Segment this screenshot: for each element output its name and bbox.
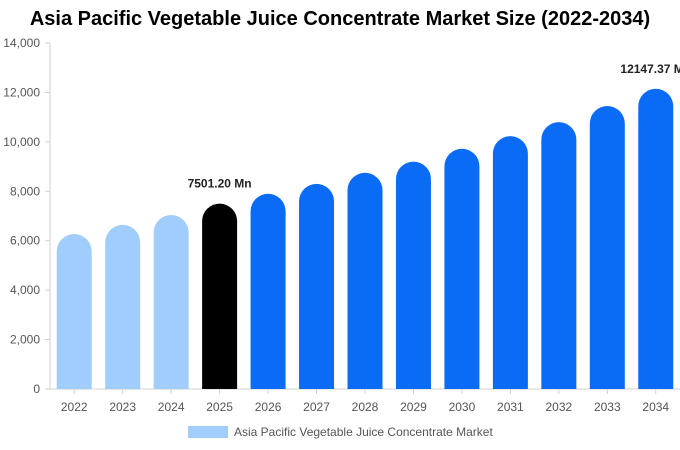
y-tick-label: 6,000 (10, 234, 40, 248)
bar-2033[interactable] (589, 106, 625, 390)
y-tick-label: 14,000 (3, 36, 40, 50)
x-tick-label: 2023 (109, 400, 136, 414)
bar-2032[interactable] (541, 122, 577, 390)
axes: 0 2,000 4,000 6,000 8,000 10,000 12,000 14,000 2… (3, 36, 680, 414)
bar-2030[interactable] (444, 148, 480, 389)
bar-2027[interactable] (299, 183, 335, 389)
legend-swatch (188, 426, 228, 438)
bar-2023[interactable] (105, 224, 141, 389)
bar-2031[interactable] (492, 136, 528, 389)
bar-2029[interactable] (395, 161, 431, 389)
bar-2026[interactable] (250, 193, 286, 389)
x-tick-label: 2028 (352, 400, 379, 414)
labels: 7501.20 Mn 12147.37 Mn (188, 62, 680, 191)
data-label-2025: 7501.20 Mn (188, 177, 252, 191)
bar-2034[interactable] (638, 88, 674, 389)
x-tick-label: 2032 (545, 400, 572, 414)
bars (56, 88, 674, 390)
x-tick-label: 2030 (449, 400, 476, 414)
bar-2022[interactable] (56, 234, 92, 389)
legend[interactable]: Asia Pacific Vegetable Juice Concentrate… (188, 425, 493, 439)
y-tick-label: 2,000 (10, 333, 40, 347)
bar-2024[interactable] (153, 215, 189, 389)
x-tick-label: 2034 (642, 400, 669, 414)
legend-label: Asia Pacific Vegetable Juice Concentrate… (234, 425, 493, 439)
x-tick-label: 2022 (61, 400, 88, 414)
y-tick-label: 12,000 (3, 85, 40, 99)
chart-title: Asia Pacific Vegetable Juice Concentrate… (29, 8, 651, 30)
x-tick-label: 2026 (255, 400, 282, 414)
y-tick-label: 4,000 (10, 283, 40, 297)
y-tick-label: 10,000 (3, 135, 40, 149)
x-tick-label: 2025 (206, 400, 233, 414)
x-tick-label: 2024 (158, 400, 185, 414)
bar-2028[interactable] (347, 172, 383, 389)
x-tick-label: 2033 (594, 400, 621, 414)
x-tick-label: 2031 (497, 400, 524, 414)
y-tick-label: 0 (33, 382, 40, 396)
y-tick-label: 8,000 (10, 184, 40, 198)
x-tick-label: 2027 (303, 400, 330, 414)
x-tick-label: 2029 (400, 400, 427, 414)
bar-2025[interactable] (202, 203, 238, 389)
data-label-2034: 12147.37 Mn (620, 62, 680, 76)
